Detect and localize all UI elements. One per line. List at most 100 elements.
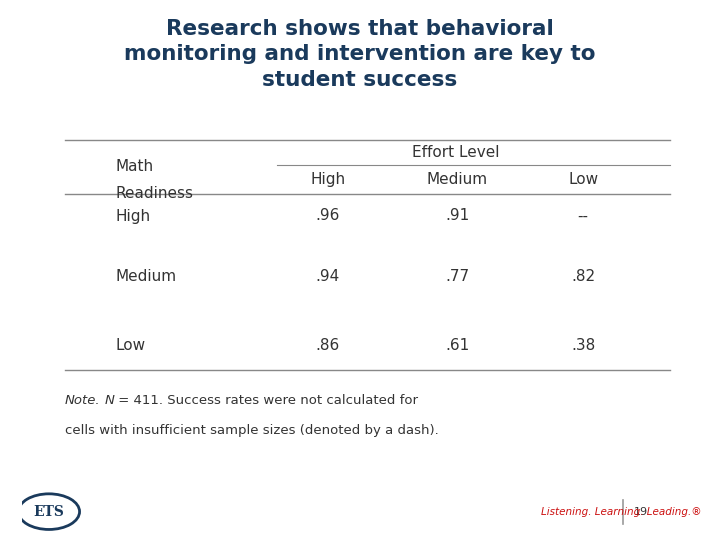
Bar <box>0 537 720 539</box>
Bar <box>0 536 720 539</box>
Bar <box>0 536 720 538</box>
Bar <box>0 536 720 538</box>
Bar <box>0 537 720 540</box>
Bar <box>0 536 720 539</box>
Text: .77: .77 <box>445 269 469 284</box>
Bar <box>0 537 720 540</box>
Bar <box>0 536 720 539</box>
Bar <box>0 536 720 539</box>
Bar <box>0 536 720 539</box>
Bar <box>0 537 720 539</box>
Bar <box>0 535 720 538</box>
Bar <box>0 536 720 538</box>
Bar <box>0 535 720 538</box>
Bar <box>0 537 720 540</box>
Text: High: High <box>310 172 345 187</box>
Bar <box>0 537 720 540</box>
Bar <box>0 536 720 539</box>
Bar <box>0 537 720 539</box>
Bar <box>0 537 720 539</box>
Text: N: N <box>104 394 114 407</box>
Bar <box>0 536 720 539</box>
Bar <box>0 535 720 538</box>
Bar <box>0 536 720 539</box>
Bar <box>0 535 720 538</box>
Bar <box>0 537 720 540</box>
Text: cells with insufficient sample sizes (denoted by a dash).: cells with insufficient sample sizes (de… <box>65 424 438 437</box>
Bar <box>0 536 720 538</box>
Bar <box>0 536 720 538</box>
Bar <box>0 535 720 538</box>
Bar <box>0 536 720 538</box>
Bar <box>0 536 720 539</box>
Bar <box>0 536 720 538</box>
Text: Listening. Learning. Leading.®: Listening. Learning. Leading.® <box>541 507 702 517</box>
Bar <box>0 537 720 540</box>
Bar <box>0 535 720 538</box>
Bar <box>0 536 720 538</box>
Bar <box>0 535 720 538</box>
Text: ETS: ETS <box>34 505 64 518</box>
Text: Readiness: Readiness <box>115 186 193 200</box>
Bar <box>0 537 720 539</box>
Bar <box>0 535 720 537</box>
Bar <box>0 535 720 538</box>
Bar <box>0 537 720 539</box>
Bar <box>0 536 720 539</box>
Bar <box>0 537 720 540</box>
Bar <box>0 535 720 538</box>
Bar <box>0 536 720 539</box>
Bar <box>0 537 720 540</box>
Bar <box>0 536 720 538</box>
Text: Math: Math <box>115 159 153 173</box>
Text: .94: .94 <box>315 269 340 284</box>
Bar <box>0 535 720 537</box>
Bar <box>0 536 720 538</box>
Bar <box>0 535 720 538</box>
Bar <box>0 537 720 539</box>
Text: Note.: Note. <box>65 394 100 407</box>
Bar <box>0 537 720 539</box>
Bar <box>0 537 720 539</box>
Bar <box>0 537 720 539</box>
Bar <box>0 536 720 538</box>
Bar <box>0 537 720 539</box>
Bar <box>0 537 720 540</box>
Bar <box>0 535 720 538</box>
Bar <box>0 535 720 538</box>
Text: Effort Level: Effort Level <box>412 145 499 160</box>
Bar <box>0 537 720 540</box>
Bar <box>0 537 720 539</box>
Text: .96: .96 <box>315 208 340 224</box>
Bar <box>0 536 720 539</box>
Bar <box>0 535 720 538</box>
Bar <box>0 536 720 538</box>
Bar <box>0 536 720 539</box>
Text: .86: .86 <box>315 338 340 353</box>
Bar <box>0 535 720 537</box>
Bar <box>0 535 720 537</box>
Bar <box>0 536 720 538</box>
Bar <box>0 536 720 539</box>
Bar <box>0 536 720 539</box>
Bar <box>0 537 720 539</box>
Bar <box>0 537 720 539</box>
Bar <box>0 535 720 537</box>
Bar <box>0 535 720 537</box>
Bar <box>0 536 720 539</box>
Text: Medium: Medium <box>427 172 487 187</box>
Bar <box>0 535 720 538</box>
Bar <box>0 536 720 538</box>
Bar <box>0 536 720 539</box>
Bar <box>0 537 720 539</box>
Bar <box>0 536 720 539</box>
Bar <box>0 536 720 538</box>
Bar <box>0 535 720 537</box>
Bar <box>0 536 720 538</box>
Bar <box>0 537 720 539</box>
Text: Low: Low <box>115 338 145 353</box>
Bar <box>0 535 720 538</box>
Bar <box>0 536 720 539</box>
Bar <box>0 535 720 538</box>
Bar <box>0 535 720 537</box>
